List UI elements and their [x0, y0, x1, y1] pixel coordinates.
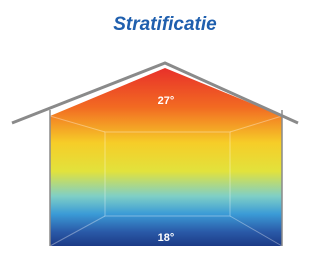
title: Stratificatie — [113, 14, 217, 35]
stratification-diagram: Stratificatie 27° 18° — [0, 0, 310, 257]
page: Stratificatie 27° 18° (() => { const dat… — [0, 0, 320, 257]
bottom-temperature: 18° — [158, 232, 175, 244]
top-temperature: 27° — [158, 95, 175, 107]
